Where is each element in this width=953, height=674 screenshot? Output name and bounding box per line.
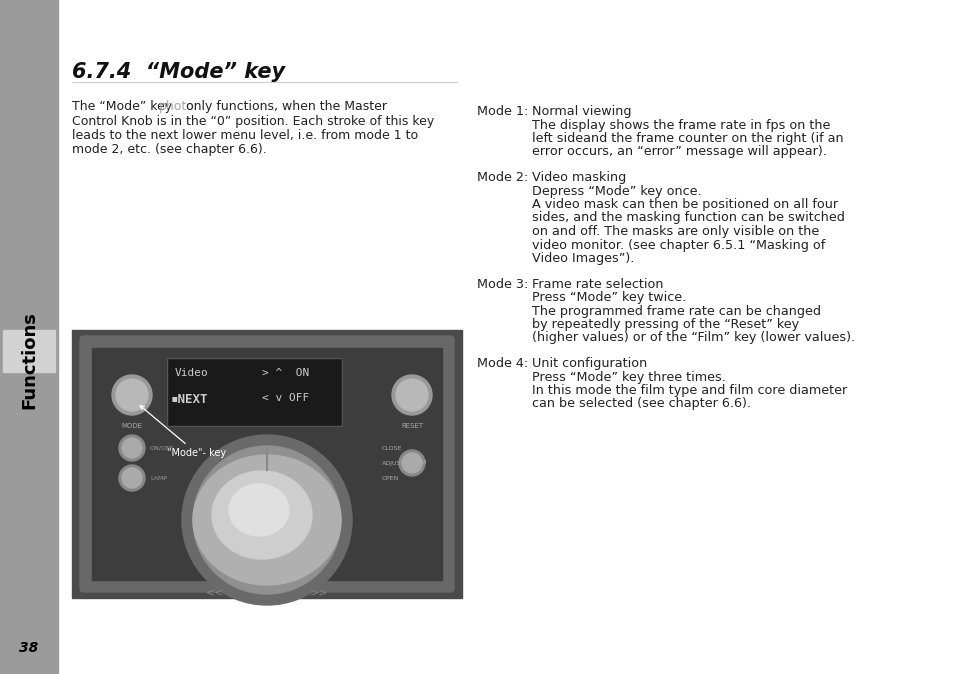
Text: only functions, when the Master: only functions, when the Master <box>182 100 387 113</box>
Text: Functions: Functions <box>20 311 38 409</box>
Ellipse shape <box>193 455 340 585</box>
Text: ON/OFF: ON/OFF <box>150 446 174 450</box>
Text: Video masking: Video masking <box>532 171 625 184</box>
Circle shape <box>116 379 148 411</box>
Bar <box>167 358 341 426</box>
Text: OPEN: OPEN <box>381 475 399 481</box>
Text: Depress “Mode” key once.: Depress “Mode” key once. <box>532 185 700 197</box>
Text: <<: << <box>206 587 224 597</box>
Ellipse shape <box>229 484 289 536</box>
Ellipse shape <box>212 471 312 559</box>
Text: (higher values) or of the “Film” key (lower values).: (higher values) or of the “Film” key (lo… <box>532 332 854 344</box>
Text: 38: 38 <box>19 641 38 655</box>
Text: error occurs, an “error” message will appear).: error occurs, an “error” message will ap… <box>532 146 826 158</box>
Text: on and off. The masks are only visible on the: on and off. The masks are only visible o… <box>532 225 819 238</box>
Text: by repeatedly pressing of the “Reset” key: by repeatedly pressing of the “Reset” ke… <box>532 318 799 331</box>
Text: Normal viewing: Normal viewing <box>532 105 631 118</box>
Text: The display shows the frame rate in fps on the: The display shows the frame rate in fps … <box>532 119 829 131</box>
Circle shape <box>193 446 340 594</box>
Text: > ^  ON: > ^ ON <box>262 368 309 378</box>
Text: < v OFF: < v OFF <box>262 393 309 403</box>
Text: ADJUST: ADJUST <box>381 460 405 466</box>
Circle shape <box>401 453 421 473</box>
FancyBboxPatch shape <box>80 336 454 592</box>
Text: left sideand the frame counter on the right (if an: left sideand the frame counter on the ri… <box>532 132 842 145</box>
Circle shape <box>392 375 432 415</box>
Bar <box>0 0 58 674</box>
Text: Video Images”).: Video Images”). <box>532 252 634 265</box>
Circle shape <box>119 435 145 461</box>
Text: photo: photo <box>158 100 194 113</box>
Text: Mode 2:: Mode 2: <box>476 171 528 184</box>
Text: video monitor. (see chapter 6.5.1 “Masking of: video monitor. (see chapter 6.5.1 “Maski… <box>532 239 824 251</box>
Text: Mode 1:: Mode 1: <box>476 105 528 118</box>
Circle shape <box>122 468 142 488</box>
Text: The programmed frame rate can be changed: The programmed frame rate can be changed <box>532 305 821 317</box>
Text: sides, and the masking function can be switched: sides, and the masking function can be s… <box>532 212 844 224</box>
Text: >>: >> <box>310 587 328 597</box>
Text: leads to the next lower menu level, i.e. from mode 1 to: leads to the next lower menu level, i.e.… <box>71 129 417 142</box>
Text: mode 2, etc. (see chapter 6.6).: mode 2, etc. (see chapter 6.6). <box>71 144 267 156</box>
Text: A video mask can then be positioned on all four: A video mask can then be positioned on a… <box>532 198 838 211</box>
Bar <box>3 330 55 372</box>
Text: CLOSE: CLOSE <box>381 446 402 450</box>
Text: Video: Video <box>174 368 209 378</box>
Text: MODE: MODE <box>121 423 142 429</box>
Circle shape <box>119 465 145 491</box>
Circle shape <box>398 450 424 476</box>
Bar <box>71 330 461 598</box>
Text: FILM: FILM <box>412 460 426 466</box>
Text: Mode 4:: Mode 4: <box>476 357 528 370</box>
Text: Press “Mode” key three times.: Press “Mode” key three times. <box>532 371 725 384</box>
Text: The “Mode” key: The “Mode” key <box>71 100 188 113</box>
Bar <box>91 348 441 580</box>
Text: Control Knob is in the “0” position. Each stroke of this key: Control Knob is in the “0” position. Eac… <box>71 115 434 127</box>
Text: "Mode"- key: "Mode"- key <box>140 406 226 458</box>
Text: In this mode the film type and film core diameter: In this mode the film type and film core… <box>532 384 846 397</box>
Text: 6.7.4  “Mode” key: 6.7.4 “Mode” key <box>71 62 285 82</box>
Text: LAMP: LAMP <box>150 475 167 481</box>
Text: Press “Mode” key twice.: Press “Mode” key twice. <box>532 291 685 304</box>
Circle shape <box>122 438 142 458</box>
Text: Unit configuration: Unit configuration <box>532 357 646 370</box>
Text: can be selected (see chapter 6.6).: can be selected (see chapter 6.6). <box>532 398 750 410</box>
Text: ▪NEXT: ▪NEXT <box>171 393 209 406</box>
Text: RESET: RESET <box>400 423 422 429</box>
Circle shape <box>395 379 428 411</box>
Circle shape <box>112 375 152 415</box>
Bar <box>167 358 341 426</box>
Circle shape <box>182 435 352 605</box>
Text: Frame rate selection: Frame rate selection <box>532 278 662 290</box>
Text: Mode 3:: Mode 3: <box>476 278 528 290</box>
